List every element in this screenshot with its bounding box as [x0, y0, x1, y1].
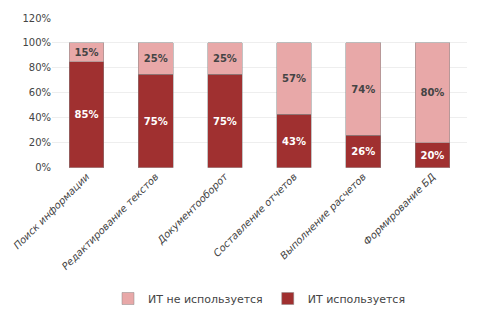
svg-text:74%: 74%: [351, 84, 375, 95]
svg-text:26%: 26%: [351, 146, 375, 157]
svg-text:20%: 20%: [29, 137, 51, 148]
svg-text:ИТ не используется: ИТ не используется: [148, 293, 263, 306]
svg-text:0%: 0%: [35, 162, 51, 173]
svg-text:15%: 15%: [75, 47, 99, 58]
svg-text:Поиск информации: Поиск информации: [11, 171, 92, 252]
svg-text:40%: 40%: [29, 112, 51, 123]
svg-text:80%: 80%: [420, 87, 444, 98]
svg-text:25%: 25%: [213, 53, 237, 64]
svg-text:100%: 100%: [22, 37, 51, 48]
svg-text:85%: 85%: [75, 109, 99, 120]
svg-text:Составление отчетов: Составление отчетов: [211, 171, 299, 259]
svg-text:Редактирование текстов: Редактирование текстов: [60, 171, 161, 272]
svg-text:80%: 80%: [29, 62, 51, 73]
svg-text:Документооборот: Документооборот: [154, 170, 230, 246]
svg-text:43%: 43%: [282, 136, 306, 147]
svg-text:20%: 20%: [420, 150, 444, 161]
svg-text:57%: 57%: [282, 73, 306, 84]
svg-text:75%: 75%: [213, 116, 237, 127]
svg-text:25%: 25%: [144, 53, 168, 64]
svg-text:Выполнение расчетов: Выполнение расчетов: [278, 171, 368, 261]
svg-text:120%: 120%: [22, 13, 51, 24]
svg-text:Формирование БД: Формирование БД: [361, 171, 437, 247]
svg-text:ИТ используется: ИТ используется: [308, 293, 405, 306]
svg-text:75%: 75%: [144, 116, 168, 127]
svg-text:60%: 60%: [29, 87, 51, 98]
